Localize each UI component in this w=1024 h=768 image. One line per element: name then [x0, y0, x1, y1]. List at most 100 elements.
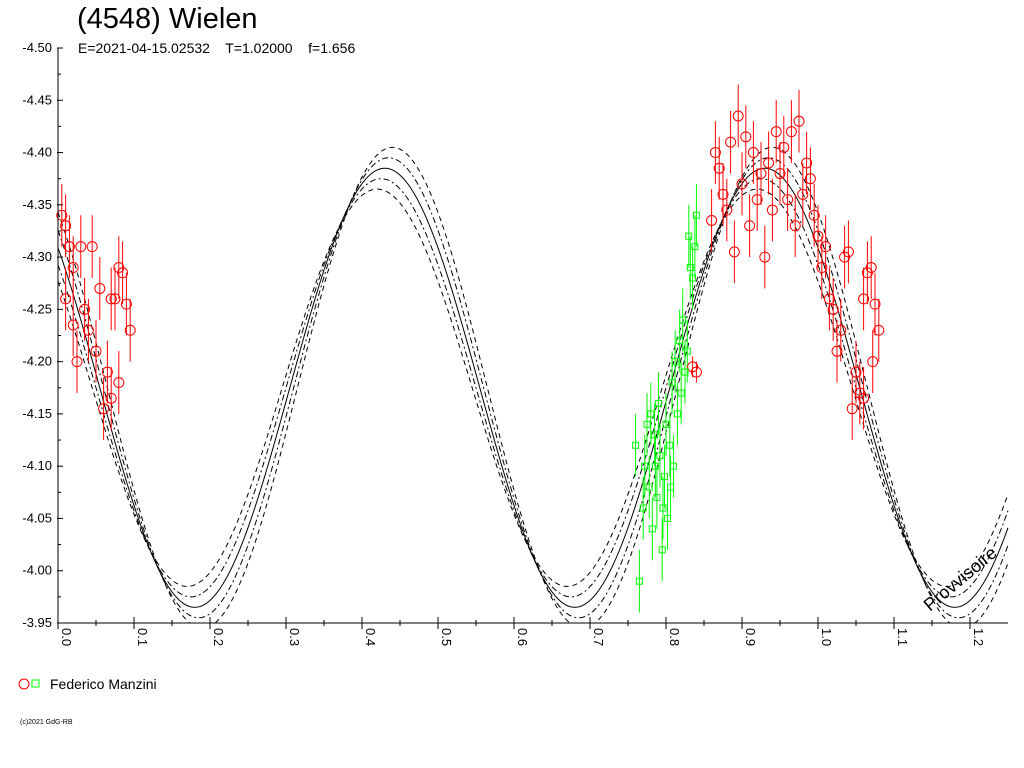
x-tick-label: 1.2: [971, 628, 986, 646]
x-tick-label: 0.5: [439, 628, 454, 646]
x-tick-label: 1.0: [819, 628, 834, 646]
data-point-circle: [778, 141, 790, 153]
data-point-square: [659, 504, 667, 512]
data-point-circle: [98, 403, 110, 415]
model-curves: [57, 146, 1009, 624]
data-point-circle: [101, 366, 113, 378]
x-tick-label: 0.7: [591, 628, 606, 646]
data-point-square: [632, 441, 640, 449]
y-tick-label: -4.50: [22, 40, 52, 55]
data-point-square: [651, 462, 659, 470]
data-point-square: [673, 410, 681, 418]
data-point-circle: [67, 262, 79, 274]
watermark-text: Provvisoire: [920, 543, 1001, 616]
data-point-circle: [124, 324, 136, 336]
data-point-circle: [801, 157, 813, 169]
data-point-circle: [86, 241, 98, 253]
data-point-circle: [728, 246, 740, 258]
data-point-circle: [725, 136, 737, 148]
data-point-circle: [109, 293, 121, 305]
x-tick-label: 0.3: [287, 628, 302, 646]
copyright-text: (c)2021 GdG-RB: [20, 719, 73, 726]
data-point-circle: [774, 167, 786, 179]
data-point-circle: [823, 293, 835, 305]
lightcurve-plot: -4.50 -4.45 -4.40 -4.35 -4.30 -4.25 -4.20 -4.15…: [22, 40, 1009, 646]
data-point-circle: [770, 126, 782, 138]
data-point-circle: [835, 324, 847, 336]
data-point-circle: [812, 230, 824, 242]
data-point-square: [667, 483, 675, 491]
data-point-circle: [79, 303, 91, 315]
x-tick-label: 0.2: [211, 628, 226, 646]
data-point-square: [679, 316, 687, 324]
data-point-circle: [782, 194, 794, 206]
data-point-circle: [804, 173, 816, 185]
model-curve-1: [57, 157, 1009, 619]
data-point-circle: [90, 345, 102, 357]
data-point-circle: [747, 147, 759, 159]
data-point-square: [692, 211, 700, 219]
x-tick-label: 0.0: [59, 628, 74, 646]
data-point-circle: [732, 110, 744, 122]
axes: -4.50 -4.45 -4.40 -4.35 -4.30 -4.25 -4.20 -4.15…: [22, 40, 1008, 646]
data-point-circle: [60, 220, 72, 232]
x-tick-label: 0.4: [363, 628, 378, 646]
data-point-square: [643, 420, 651, 428]
data-point-square: [641, 462, 649, 470]
data-point-circle: [831, 345, 843, 357]
model-curve-3: [57, 146, 1009, 624]
data-point-square: [654, 399, 662, 407]
data-point-square: [689, 274, 697, 282]
data-point-circle: [846, 403, 858, 415]
data-point-circle: [793, 115, 805, 127]
data-point-square: [686, 264, 694, 272]
y-tick-label: -4.45: [22, 92, 52, 107]
data-point-square: [683, 347, 691, 355]
data-point-circle: [869, 298, 881, 310]
y-tick-label: -4.10: [22, 458, 52, 473]
data-point-square: [647, 410, 655, 418]
data-point-circle: [105, 293, 117, 305]
data-point-circle: [865, 262, 877, 274]
data-point-circle: [709, 147, 721, 159]
y-tick-label: -4.35: [22, 197, 52, 212]
data-point-square: [664, 514, 672, 522]
y-tick-label: -4.25: [22, 301, 52, 316]
x-tick-label: 0.9: [743, 628, 758, 646]
data-point-circle: [94, 282, 106, 294]
legend-circle-marker: [18, 678, 30, 690]
data-point-circle: [736, 178, 748, 190]
data-point-square: [658, 546, 666, 554]
data-point-square: [685, 232, 693, 240]
x-tick-label: 0.6: [515, 628, 530, 646]
data-point-square: [639, 504, 647, 512]
data-point-circle: [75, 241, 87, 253]
y-tick-label: -3.95: [22, 615, 52, 630]
data-point-circle: [105, 392, 117, 404]
data-point-circle: [120, 298, 132, 310]
data-point-square: [671, 358, 679, 366]
x-tick-label: 0.8: [667, 628, 682, 646]
model-curve-0: [57, 167, 1009, 608]
data-point-circle: [113, 377, 125, 389]
data-point-circle: [690, 366, 702, 378]
legend-markers: [18, 678, 40, 690]
data-point-circle: [867, 356, 879, 368]
x-tick-label: 1.1: [895, 628, 910, 646]
y-tick-label: -4.30: [22, 249, 52, 264]
data-point-circle: [751, 194, 763, 206]
data-point-circle: [808, 209, 820, 221]
data-point-square: [666, 441, 674, 449]
model-curve-4: [57, 188, 1009, 587]
data-point-square: [676, 337, 684, 345]
model-curve-2: [57, 178, 1009, 598]
data-point-square: [691, 243, 699, 251]
legend-label: Federico Manzini: [50, 676, 157, 692]
data-point-circle: [63, 241, 75, 253]
data-point-square: [656, 452, 664, 460]
data-point-circle: [117, 267, 129, 279]
chart-title: (4548) Wielen: [77, 3, 258, 35]
data-point-square: [677, 389, 685, 397]
data-point-circle: [60, 293, 72, 305]
legend: Federico Manzini: [18, 675, 157, 693]
